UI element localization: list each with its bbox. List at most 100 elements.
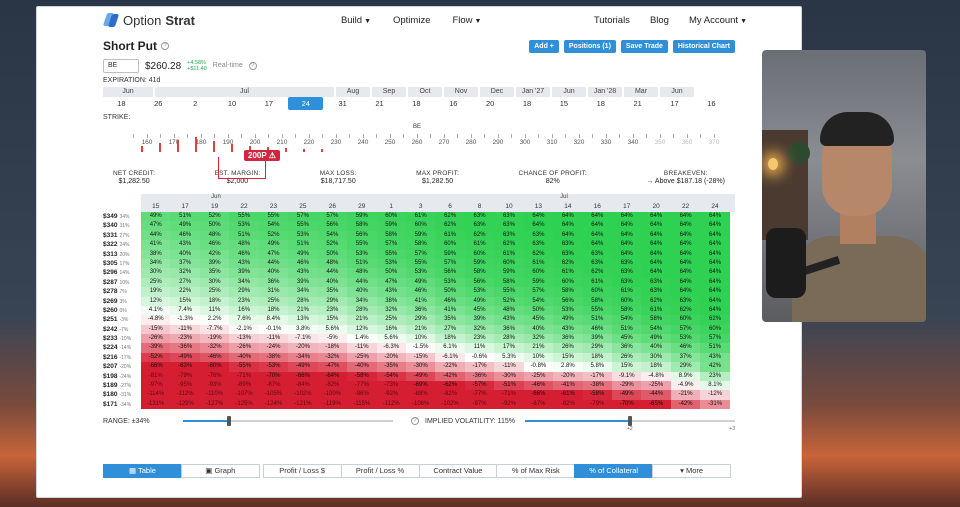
range-slider[interactable] <box>183 416 393 427</box>
nav-optimize[interactable]: Optimize <box>393 14 431 26</box>
table-cell[interactable]: 25% <box>258 296 289 306</box>
table-cell[interactable]: 36% <box>494 324 524 335</box>
table-cell[interactable]: 27% <box>435 324 465 335</box>
expiration-day[interactable]: 24 <box>288 97 324 110</box>
table-cell[interactable]: 25% <box>141 277 171 288</box>
expiration-month[interactable]: Jun <box>552 87 586 97</box>
table-cell[interactable]: -36% <box>464 371 495 382</box>
table-cell[interactable]: -87% <box>523 399 554 410</box>
positions-button[interactable]: Positions (1) <box>563 39 616 53</box>
table-cell[interactable]: 60% <box>612 296 642 306</box>
table-cell[interactable]: -47% <box>317 362 348 372</box>
table-cell[interactable]: 21% <box>347 315 377 325</box>
table-cell[interactable]: -0.6% <box>464 352 495 363</box>
table-cell[interactable]: -108% <box>405 399 436 410</box>
table-cell[interactable]: -0.1% <box>258 324 289 335</box>
table-cell[interactable]: 40% <box>347 287 377 297</box>
table-cell[interactable]: -5% <box>317 334 348 344</box>
table-cell[interactable]: 58% <box>494 277 524 288</box>
view-tab[interactable]: Profit / Loss $ <box>262 464 342 478</box>
table-cell[interactable]: 63% <box>464 212 495 222</box>
expiration-month[interactable]: Sep <box>372 87 406 97</box>
table-cell[interactable]: -40% <box>347 362 377 372</box>
table-cell[interactable]: 60% <box>523 268 554 278</box>
table-cell[interactable]: 58% <box>405 240 436 250</box>
table-cell[interactable]: -46% <box>523 381 554 391</box>
strike-number[interactable]: 250 <box>384 139 396 146</box>
table-cell[interactable]: -114% <box>141 390 171 400</box>
table-cell[interactable]: -19% <box>199 334 230 344</box>
table-cell[interactable]: -15% <box>405 352 436 363</box>
table-cell[interactable]: 63% <box>553 240 583 250</box>
table-cell[interactable]: -105% <box>258 390 289 400</box>
table-cell[interactable]: 57% <box>288 212 318 222</box>
table-cell[interactable]: 43% <box>553 324 583 335</box>
table-cell[interactable]: -17% <box>582 371 612 382</box>
expiration-day[interactable]: 15 <box>559 99 569 108</box>
strike-number[interactable]: 360 <box>681 139 693 146</box>
table-cell[interactable]: 29% <box>582 343 612 353</box>
symbol-input[interactable]: BE <box>103 59 139 73</box>
table-cell[interactable]: -65% <box>641 399 671 410</box>
table-cell[interactable]: 53% <box>670 334 701 344</box>
expiration-day[interactable]: 26 <box>154 99 163 108</box>
table-cell[interactable]: 59% <box>464 258 495 269</box>
table-cell[interactable]: 36% <box>405 305 436 316</box>
nav-tutorials[interactable]: Tutorials <box>593 14 630 26</box>
table-cell[interactable]: 17% <box>494 343 524 353</box>
strike-number[interactable]: 200 <box>249 139 261 146</box>
table-cell[interactable]: -125% <box>229 399 259 410</box>
table-cell[interactable]: 44% <box>317 268 348 278</box>
strike-number[interactable]: 260 <box>411 139 423 146</box>
table-cell[interactable]: -49% <box>288 362 318 372</box>
table-cell[interactable]: 34% <box>141 258 171 269</box>
table-cell[interactable]: 59% <box>405 230 436 241</box>
table-cell[interactable]: -82% <box>435 390 465 400</box>
strike-number[interactable]: 220 <box>303 139 315 146</box>
table-cell[interactable]: -2.1% <box>229 324 259 335</box>
table-cell[interactable]: 5.6% <box>376 334 406 344</box>
table-cell[interactable]: 64% <box>641 258 671 269</box>
table-cell[interactable]: -66% <box>288 371 318 382</box>
table-cell[interactable]: 47% <box>376 277 406 288</box>
table-cell[interactable]: 61% <box>523 258 554 269</box>
table-cell[interactable]: -55% <box>229 362 259 372</box>
table-cell[interactable]: -82% <box>553 399 583 410</box>
historical-chart-button[interactable]: Historical Chart <box>672 39 735 53</box>
table-cell[interactable]: 43% <box>170 240 200 250</box>
table-cell[interactable]: -17% <box>464 362 495 372</box>
table-cell[interactable]: 21% <box>523 343 554 353</box>
table-cell[interactable]: -110% <box>199 390 230 400</box>
table-cell[interactable]: -127% <box>199 399 230 410</box>
table-cell[interactable]: -38% <box>582 381 612 391</box>
table-cell[interactable]: 60% <box>582 287 612 297</box>
table-cell[interactable]: -30% <box>405 362 436 372</box>
table-cell[interactable]: 43% <box>229 258 259 269</box>
table-cell[interactable]: -89% <box>229 381 259 391</box>
table-cell[interactable]: -1.5% <box>405 343 436 353</box>
table-cell[interactable]: 49% <box>170 221 200 231</box>
table-cell[interactable]: 58% <box>376 230 406 241</box>
table-cell[interactable]: 57% <box>700 334 730 344</box>
table-cell[interactable]: 34% <box>288 287 318 297</box>
table-cell[interactable]: 54% <box>641 324 671 335</box>
table-cell[interactable]: -26% <box>229 343 259 353</box>
table-cell[interactable]: 62% <box>435 221 465 231</box>
table-cell[interactable]: 52% <box>258 230 289 241</box>
table-cell[interactable]: -38% <box>258 352 289 363</box>
table-cell[interactable]: 51% <box>229 230 259 241</box>
expiration-day[interactable]: 18 <box>412 99 421 108</box>
table-cell[interactable]: -115% <box>347 399 377 410</box>
table-cell[interactable]: -102% <box>288 390 318 400</box>
expiration-day[interactable]: 21 <box>375 99 384 108</box>
table-cell[interactable]: 58% <box>553 287 583 297</box>
table-cell[interactable]: 49% <box>405 277 436 288</box>
table-cell[interactable]: 59% <box>523 277 554 288</box>
table-cell[interactable]: 62% <box>553 258 583 269</box>
table-cell[interactable]: 26% <box>553 343 583 353</box>
expiration-month[interactable]: Jan '28 <box>588 87 622 97</box>
table-cell[interactable]: -25% <box>641 381 671 391</box>
table-cell[interactable]: 4.1% <box>141 305 171 316</box>
table-cell[interactable]: 27% <box>170 277 200 288</box>
table-cell[interactable]: 57% <box>405 249 436 259</box>
